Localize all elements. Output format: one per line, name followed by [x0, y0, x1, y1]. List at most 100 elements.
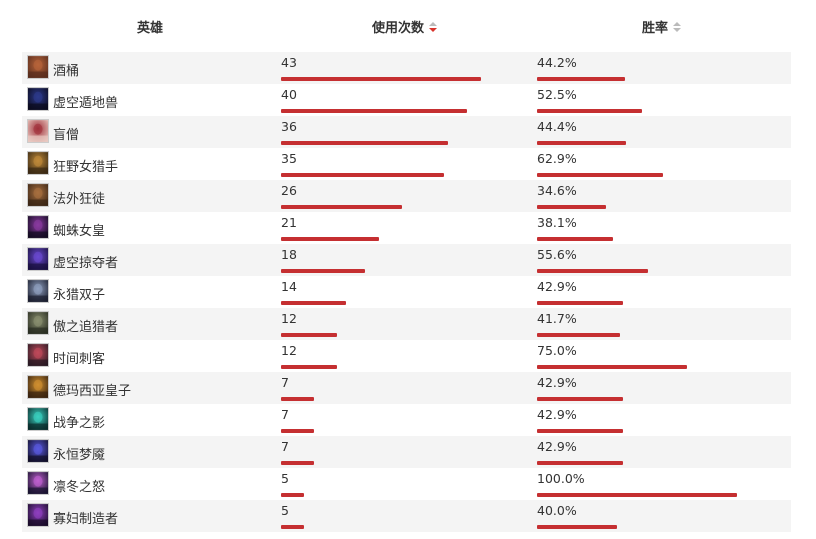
uses-bar — [281, 205, 402, 209]
leesin-portrait-icon[interactable] — [27, 119, 49, 143]
ekko-portrait-icon[interactable] — [27, 343, 49, 367]
column-header-winrate[interactable]: 胜率 — [642, 17, 682, 36]
uses-count: 7 — [281, 375, 289, 390]
reksai-portrait-icon[interactable] — [27, 87, 49, 111]
uses-count: 12 — [281, 343, 297, 358]
winrate-bar — [537, 77, 625, 81]
winrate-bar — [537, 237, 613, 241]
hero-stats-table: 酒桶 43 44.2% 虚空遁地兽 40 52.5% 盲僧 36 44.4% 狂野女猎手 35 62.… — [22, 52, 791, 532]
winrate-bar — [537, 365, 687, 369]
hero-name[interactable]: 永恒梦魇 — [53, 448, 106, 463]
uses-count: 12 — [281, 311, 297, 326]
hecarim-portrait-icon[interactable] — [27, 407, 49, 431]
winrate-value: 52.5% — [537, 87, 577, 102]
uses-bar — [281, 301, 346, 305]
table-row: 永恒梦魇 7 42.9% — [22, 436, 791, 468]
hero-name[interactable]: 酒桶 — [53, 64, 80, 79]
winrate-value: 38.1% — [537, 215, 577, 230]
graves-portrait-icon[interactable] — [27, 183, 49, 207]
column-header-uses-label: 使用次数 — [372, 21, 425, 36]
winrate-value: 42.9% — [537, 407, 577, 422]
sort-desc-active-icon[interactable] — [429, 21, 438, 32]
uses-bar — [281, 397, 314, 401]
hero-name[interactable]: 凛冬之怒 — [53, 480, 106, 495]
hero-name[interactable]: 蜘蛛女皇 — [53, 224, 106, 239]
sejuani-portrait-icon[interactable] — [27, 471, 49, 495]
uses-count: 35 — [281, 151, 297, 166]
hero-name[interactable]: 寡妇制造者 — [53, 512, 119, 527]
winrate-value: 44.4% — [537, 119, 577, 134]
elise-portrait-icon[interactable] — [27, 215, 49, 239]
winrate-bar — [537, 173, 663, 177]
uses-bar — [281, 77, 481, 81]
column-header-hero: 英雄 — [137, 17, 163, 36]
uses-bar — [281, 525, 304, 529]
winrate-value: 34.6% — [537, 183, 577, 198]
winrate-bar — [537, 269, 648, 273]
hero-name[interactable]: 时间刺客 — [53, 352, 106, 367]
uses-count: 36 — [281, 119, 297, 134]
winrate-value: 42.9% — [537, 279, 577, 294]
uses-count: 7 — [281, 407, 289, 422]
column-header-hero-label: 英雄 — [137, 21, 164, 36]
table-row: 虚空遁地兽 40 52.5% — [22, 84, 791, 116]
table-row: 傲之追猎者 12 41.7% — [22, 308, 791, 340]
rengar-portrait-icon[interactable] — [27, 311, 49, 335]
hero-name[interactable]: 盲僧 — [53, 128, 80, 143]
winrate-bar — [537, 397, 623, 401]
winrate-value: 100.0% — [537, 471, 585, 486]
table-row: 盲僧 36 44.4% — [22, 116, 791, 148]
hero-name[interactable]: 战争之影 — [53, 416, 106, 431]
winrate-bar — [537, 109, 642, 113]
table-row: 德玛西亚皇子 7 42.9% — [22, 372, 791, 404]
table-row: 酒桶 43 44.2% — [22, 52, 791, 84]
uses-count: 43 — [281, 55, 297, 70]
nidalee-portrait-icon[interactable] — [27, 151, 49, 175]
winrate-bar — [537, 429, 623, 433]
hero-name[interactable]: 虚空遁地兽 — [53, 96, 119, 111]
column-header-winrate-label: 胜率 — [642, 21, 669, 36]
table-row: 凛冬之怒 5 100.0% — [22, 468, 791, 500]
evelynn-portrait-icon[interactable] — [27, 503, 49, 527]
table-header: 英雄 使用次数 胜率 — [22, 0, 791, 52]
uses-bar — [281, 237, 379, 241]
uses-count: 18 — [281, 247, 297, 262]
winrate-bar — [537, 525, 617, 529]
winrate-value: 42.9% — [537, 439, 577, 454]
uses-count: 5 — [281, 503, 289, 518]
kindred-portrait-icon[interactable] — [27, 279, 49, 303]
table-row: 战争之影 7 42.9% — [22, 404, 791, 436]
uses-bar — [281, 365, 337, 369]
uses-bar — [281, 269, 365, 273]
hero-name[interactable]: 法外狂徒 — [53, 192, 106, 207]
hero-name[interactable]: 狂野女猎手 — [53, 160, 119, 175]
uses-bar — [281, 461, 314, 465]
winrate-bar — [537, 333, 620, 337]
uses-bar — [281, 493, 304, 497]
table-row: 虚空掠夺者 18 55.6% — [22, 244, 791, 276]
nocturne-portrait-icon[interactable] — [27, 439, 49, 463]
hero-name[interactable]: 傲之追猎者 — [53, 320, 119, 335]
uses-bar — [281, 173, 444, 177]
uses-count: 5 — [281, 471, 289, 486]
hero-name[interactable]: 永猎双子 — [53, 288, 106, 303]
uses-bar — [281, 333, 337, 337]
hero-name[interactable]: 虚空掠夺者 — [53, 256, 119, 271]
table-row: 狂野女猎手 35 62.9% — [22, 148, 791, 180]
uses-bar — [281, 141, 448, 145]
winrate-value: 44.2% — [537, 55, 577, 70]
uses-count: 21 — [281, 215, 297, 230]
uses-count: 7 — [281, 439, 289, 454]
table-row: 时间刺客 12 75.0% — [22, 340, 791, 372]
gragas-portrait-icon[interactable] — [27, 55, 49, 79]
column-header-uses[interactable]: 使用次数 — [372, 17, 438, 36]
khazix-portrait-icon[interactable] — [27, 247, 49, 271]
jarvan-portrait-icon[interactable] — [27, 375, 49, 399]
winrate-bar — [537, 301, 623, 305]
sort-icon[interactable] — [673, 21, 682, 32]
hero-name[interactable]: 德玛西亚皇子 — [53, 384, 132, 399]
uses-bar — [281, 109, 467, 113]
winrate-value: 55.6% — [537, 247, 577, 262]
winrate-value: 42.9% — [537, 375, 577, 390]
winrate-bar — [537, 205, 606, 209]
